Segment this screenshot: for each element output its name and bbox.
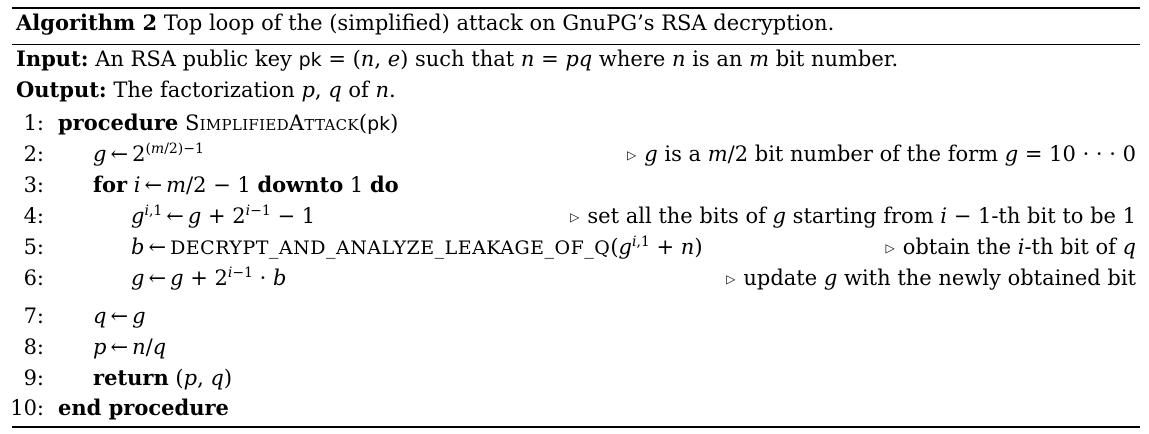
comment-triangle-icon: ▷ xyxy=(726,272,736,286)
comment-line-6: ▷ update g with the newly obtained bit xyxy=(726,266,1136,290)
comment-triangle-icon: ▷ xyxy=(570,210,580,224)
procedure-name: SimplifiedAttack xyxy=(184,111,359,135)
comment-triangle-icon: ▷ xyxy=(885,241,895,255)
code-line-5: b ← DECRYPT_AND_ANALYZE_LEAKAGE_OF_Q(gi,1 … xyxy=(131,234,703,259)
line-number: 5: xyxy=(23,235,44,259)
code-line-7: q ← g xyxy=(93,304,146,328)
algorithm-label: Algorithm 2 xyxy=(16,10,158,35)
code-line-6: g ← g + 2i−1 · b xyxy=(131,265,287,290)
bottom-rule xyxy=(12,426,1140,428)
output-text: The factorization p, q of n. xyxy=(113,78,396,102)
line-number: 10: xyxy=(10,396,44,420)
procedure-keyword: procedure xyxy=(58,110,179,135)
code-line-10: end procedure xyxy=(58,395,229,420)
line-number: 6: xyxy=(23,266,44,290)
caption-rule xyxy=(12,44,1140,45)
code-line-2: g ← 2(m/2)−1 xyxy=(93,141,204,166)
input-text: An RSA public key pk = (n, e) such that … xyxy=(95,47,899,71)
line-number: 4: xyxy=(23,204,44,228)
comment-triangle-icon: ▷ xyxy=(626,148,637,162)
output-line: Output: The factorization p, q of n. xyxy=(16,77,396,103)
line-number: 9: xyxy=(23,366,44,390)
line-number: 2: xyxy=(23,142,44,166)
comment-line-5: ▷ obtain the i-th bit of q xyxy=(885,235,1136,259)
line-number: 1: xyxy=(23,111,44,135)
caption-text: Top loop of the (simplified) attack on G… xyxy=(163,11,835,35)
code-line-9: return (p, q) xyxy=(93,365,233,390)
comment-line-4: ▷ set all the bits of g starting from i −… xyxy=(570,204,1136,228)
procedure-line: procedure SimplifiedAttack(pk) xyxy=(58,110,398,137)
input-line: Input: An RSA public key pk = (n, e) suc… xyxy=(16,46,898,73)
input-label: Input: xyxy=(16,46,89,71)
algorithm-caption: Algorithm 2 Top loop of the (simplified)… xyxy=(16,10,834,36)
code-line-4: gi,1 ← g + 2i−1 − 1 xyxy=(131,203,316,228)
line-number: 7: xyxy=(23,304,44,328)
procedure-arg: (pk) xyxy=(358,111,399,135)
line-number: 3: xyxy=(23,173,44,197)
top-rule xyxy=(12,7,1140,9)
code-line-8: p ← n/q xyxy=(93,335,167,359)
comment-line-2: ▷ g is a m/2 bit number of the form g = 1… xyxy=(626,142,1136,166)
code-line-3: for i ← m/2 − 1 downto 1 do xyxy=(93,172,399,197)
line-number: 8: xyxy=(23,335,44,359)
output-label: Output: xyxy=(16,77,107,102)
